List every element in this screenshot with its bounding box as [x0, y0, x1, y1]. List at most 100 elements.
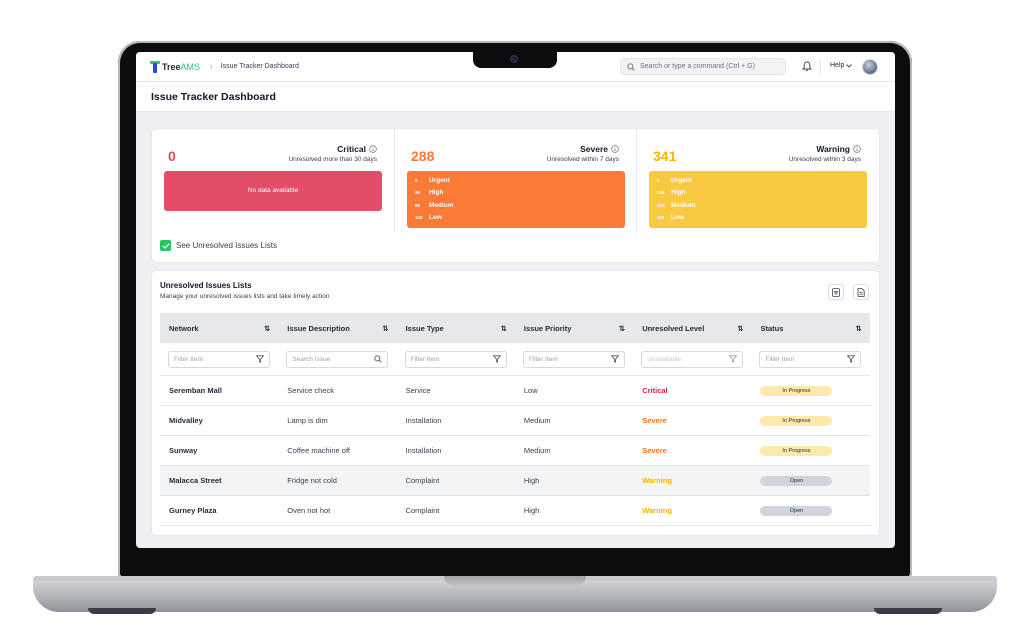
sort-icon[interactable]: ⇅ [500, 323, 507, 333]
description-cell: Oven not hot [287, 506, 331, 515]
no-data-text: No data available [247, 186, 299, 194]
filter-icon [256, 355, 264, 363]
sort-icon[interactable]: ⇅ [737, 323, 744, 333]
column-header-network[interactable]: Network ⇅ [160, 313, 278, 343]
sort-icon[interactable]: ⇅ [855, 323, 862, 333]
severe-low-row[interactable]: 142 Low [407, 212, 625, 225]
severe-count: 288 [411, 148, 435, 164]
bell-icon[interactable] [802, 61, 812, 72]
warning-medium-row[interactable]: 120 Medium [649, 199, 867, 212]
severe-urgent-label: Urgent [429, 176, 450, 184]
help-menu[interactable]: Help [830, 62, 853, 69]
chevron-right-icon: › [210, 62, 213, 71]
status-filter-input[interactable]: Filter Item [759, 350, 862, 368]
severe-low-count: 142 [415, 215, 423, 221]
laptop-thumb-groove [444, 576, 586, 586]
status-badge: In Progress [760, 445, 833, 456]
severe-low-label: Low [429, 214, 442, 222]
table-row[interactable]: Seremban Mall Service check Service Low … [160, 376, 870, 406]
table-header: Network ⇅ Issue Description ⇅ Issue Type ⇅ … [160, 313, 870, 343]
description-cell: Fridge not cold [287, 476, 337, 485]
status-badge: Open [760, 475, 833, 486]
logo-accent-text: AMS [180, 61, 201, 72]
priority-filter-input[interactable]: Filter Item [522, 350, 625, 368]
severe-medium-row[interactable]: 68 Medium [407, 199, 625, 212]
issue-search-input[interactable]: Search Issue [286, 350, 389, 368]
export-csv-button[interactable] [828, 284, 844, 300]
table-row[interactable]: Gurney Plaza Oven not hot Complaint High… [160, 496, 870, 526]
search-placeholder: Search or type a command (Ctrl + G) [640, 63, 755, 70]
info-icon[interactable] [369, 145, 377, 153]
column-header-issue-description[interactable]: Issue Description ⇅ [278, 313, 396, 343]
warning-summary: 341 Warning Unresolved within 3 days 0 Ur… [636, 129, 878, 233]
warning-count: 341 [653, 148, 677, 164]
priority-cell: Medium [523, 416, 551, 425]
type-cell: Installation [405, 446, 442, 455]
severe-high-count: 96 [415, 190, 421, 196]
column-header-status[interactable]: Status ⇅ [751, 313, 869, 343]
column-label: Issue Priority [523, 323, 572, 333]
column-header-issue-priority[interactable]: Issue Priority ⇅ [515, 313, 633, 343]
warning-subtitle: Unresolved within 3 days [788, 156, 861, 163]
table-row[interactable]: Sunway Coffee machine off Installation M… [160, 436, 870, 466]
column-header-unresolved-level[interactable]: Unresolved Level ⇅ [633, 313, 751, 343]
warning-urgent-count: 0 [657, 177, 660, 183]
status-badge: In Progress [760, 385, 833, 396]
breadcrumb[interactable]: Issue Tracker Dashboard [220, 63, 299, 70]
summary-card: 0 Critical Unresolved more than 30 days … [152, 129, 879, 262]
warning-urgent-row[interactable]: 0 Urgent [649, 174, 867, 187]
severe-high-label: High [429, 189, 444, 197]
level-cell: Severe [642, 416, 667, 425]
app-logo[interactable]: Tree AMS [150, 60, 201, 73]
sort-icon[interactable]: ⇅ [382, 323, 389, 333]
document-icon [857, 287, 865, 297]
warning-high-row[interactable]: 105 High [649, 187, 867, 200]
severe-label: Severe [580, 144, 608, 154]
export-pdf-button[interactable] [853, 284, 869, 300]
warning-high-count: 105 [657, 190, 665, 196]
type-cell: Installation [405, 416, 442, 425]
laptop-foot-left [88, 608, 156, 614]
warning-medium-count: 120 [657, 202, 665, 208]
severe-urgent-row[interactable]: 0 Urgent [407, 174, 625, 187]
tree-logo-icon [150, 60, 160, 73]
critical-panel: No data available [164, 171, 382, 211]
severe-high-row[interactable]: 96 High [407, 187, 625, 200]
severe-panel: 0 Urgent 96 High 68 Medium 142 Low [407, 171, 625, 228]
network-cell: Seremban Mall [169, 386, 222, 395]
command-search-input[interactable]: Search or type a command (Ctrl + G) [620, 58, 786, 75]
filter-row: Filter Item Search Issue Filter Item Fil… [160, 343, 870, 376]
table-row[interactable]: Malacca Street Fridge not cold Complaint… [160, 466, 870, 496]
network-cell: Malacca Street [169, 476, 222, 485]
sort-icon[interactable]: ⇅ [264, 323, 271, 333]
warning-urgent-label: Urgent [671, 176, 692, 184]
sort-icon[interactable]: ⇅ [618, 323, 626, 333]
table-row[interactable]: Midvalley Lamp is dim Installation Mediu… [160, 406, 870, 436]
see-unresolved-toggle[interactable]: See Unresolved Issues Lists [160, 240, 277, 251]
warning-low-row[interactable]: 116 Low [649, 212, 867, 225]
issues-subtitle: Manage your unresolved issues lists and … [160, 293, 330, 300]
column-header-issue-type[interactable]: Issue Type ⇅ [397, 313, 515, 343]
critical-title: Critical [337, 144, 377, 154]
info-icon[interactable] [611, 145, 619, 153]
warning-medium-label: Medium [671, 201, 696, 209]
severe-subtitle: Unresolved within 7 days [546, 156, 619, 163]
issue-type-filter-input[interactable]: Filter Item [404, 350, 507, 368]
network-filter-input[interactable]: Filter Item [168, 350, 270, 368]
filter-icon [847, 355, 856, 363]
level-cell: Critical [642, 386, 668, 395]
page-header: Issue Tracker Dashboard [136, 82, 895, 112]
issues-list-card: Unresolved Issues Lists Manage your unre… [152, 271, 879, 535]
checkbox-checked-icon[interactable] [160, 240, 171, 251]
warning-low-label: Low [671, 214, 684, 222]
critical-summary: 0 Critical Unresolved more than 30 days … [152, 129, 394, 233]
status-badge: Open [760, 505, 833, 516]
column-label: Status [760, 323, 784, 333]
user-avatar[interactable] [862, 59, 878, 75]
info-icon[interactable] [853, 145, 861, 153]
filter-icon [729, 355, 738, 363]
priority-cell: Medium [523, 446, 551, 455]
unavailable-placeholder: Unavailable [647, 355, 682, 363]
camera-notch [473, 52, 557, 68]
warning-label: Warning [816, 144, 850, 154]
